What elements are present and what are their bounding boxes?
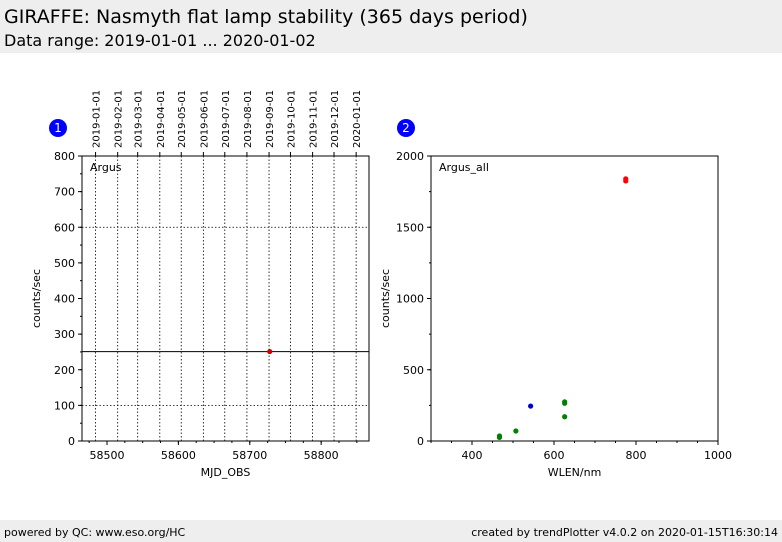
x-tick-label: 58700 bbox=[232, 449, 267, 462]
plots-canvas: 1 2019-01-01 2019-02-01 2019-03-01 2019-04-0… bbox=[30, 90, 732, 479]
x-tick-label: 58800 bbox=[304, 449, 339, 462]
y-tick-label: 200 bbox=[54, 364, 75, 377]
data-point bbox=[528, 403, 534, 409]
page-footer: powered by QC: www.eso.org/HC created by… bbox=[0, 520, 782, 542]
date-tick-label: 2019-12-01 bbox=[330, 90, 341, 148]
y-tick-label: 0 bbox=[417, 435, 424, 448]
y-tick-label: 300 bbox=[54, 328, 75, 341]
y-tick-label: 100 bbox=[54, 399, 75, 412]
date-tick-label: 2019-01-01 bbox=[92, 90, 103, 148]
panel-badge-circle bbox=[397, 119, 415, 137]
x-tick-label: 58500 bbox=[89, 449, 124, 462]
date-tick-label: 2019-11-01 bbox=[309, 90, 320, 148]
date-tick-label: 2019-03-01 bbox=[134, 90, 145, 148]
panel-badge-number: 1 bbox=[54, 121, 62, 135]
chart-panel-1: 1 2019-01-01 2019-02-01 2019-03-01 2019-04-0… bbox=[30, 90, 370, 479]
date-tick-label: 2019-04-01 bbox=[156, 90, 167, 148]
y-tick-label: 600 bbox=[54, 221, 75, 234]
page-title: GIRAFFE: Nasmyth flat lamp stability (36… bbox=[4, 6, 528, 28]
y-tick-label: 0 bbox=[68, 435, 75, 448]
plot-frame bbox=[430, 155, 719, 442]
y-tick-label: 700 bbox=[54, 186, 75, 199]
y-tick-label: 400 bbox=[54, 293, 75, 306]
date-tick-label: 2019-09-01 bbox=[265, 90, 276, 148]
panel-badge-circle bbox=[49, 119, 67, 137]
data-point bbox=[623, 178, 629, 184]
x-tick-label: 400 bbox=[462, 449, 483, 462]
y-axis-label: counts/sec bbox=[379, 269, 392, 328]
y-axis-label: counts/sec bbox=[30, 269, 43, 328]
plot-frame bbox=[81, 155, 370, 442]
y-tick-label: 500 bbox=[403, 364, 424, 377]
data-point bbox=[496, 434, 503, 441]
date-tick-label: 2019-08-01 bbox=[243, 90, 254, 148]
panel-label: Argus_all bbox=[439, 161, 489, 174]
x-tick-label: 58600 bbox=[161, 449, 196, 462]
footer-credit: powered by QC: www.eso.org/HC bbox=[4, 526, 186, 539]
y-tick-label: 800 bbox=[54, 150, 75, 163]
x-tick-label: 800 bbox=[626, 449, 647, 462]
page-subtitle: Data range: 2019-01-01 ... 2020-01-02 bbox=[4, 31, 316, 50]
data-point bbox=[562, 414, 568, 420]
x-tick-label: 1000 bbox=[704, 449, 732, 462]
date-tick-label: 2019-06-01 bbox=[199, 90, 210, 148]
date-tick-label: 2019-07-01 bbox=[221, 90, 232, 148]
panel-label: Argus bbox=[90, 161, 122, 174]
date-tick-label: 2019-10-01 bbox=[286, 90, 297, 148]
page-header: GIRAFFE: Nasmyth flat lamp stability (36… bbox=[0, 0, 782, 53]
data-point bbox=[267, 348, 273, 355]
data-point bbox=[513, 428, 519, 434]
date-tick-label: 2019-02-01 bbox=[114, 90, 125, 148]
y-tick-label: 1000 bbox=[396, 293, 424, 306]
x-axis-label: MJD_OBS bbox=[201, 466, 251, 479]
data-point bbox=[562, 400, 568, 406]
x-tick-label: 600 bbox=[544, 449, 565, 462]
x-axis-label: WLEN/nm bbox=[548, 466, 602, 479]
y-tick-label: 1500 bbox=[396, 221, 424, 234]
footer-generator: created by trendPlotter v4.0.2 on 2020-0… bbox=[471, 526, 778, 539]
y-tick-label: 500 bbox=[54, 257, 75, 270]
date-tick-label: 2020-01-01 bbox=[352, 90, 363, 148]
y-tick-label: 2000 bbox=[396, 150, 424, 163]
date-tick-label: 2019-05-01 bbox=[177, 90, 188, 148]
chart-panel-2: 2 400 600 800 1000 0 500 1000 1500 2000 WLEN/nm cou… bbox=[379, 119, 732, 479]
panel-badge-number: 2 bbox=[402, 121, 410, 135]
